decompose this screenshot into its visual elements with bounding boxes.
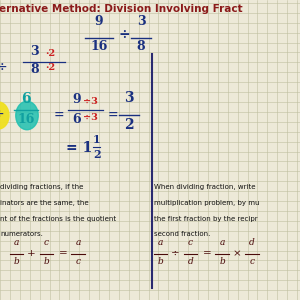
Text: numerators.: numerators. bbox=[0, 231, 43, 237]
Text: the first fraction by the recipr: the first fraction by the recipr bbox=[154, 216, 258, 222]
Text: ×: × bbox=[232, 249, 242, 258]
Text: b: b bbox=[44, 257, 50, 266]
Text: ÷: ÷ bbox=[0, 61, 8, 74]
Text: 16: 16 bbox=[90, 40, 108, 53]
Text: 8: 8 bbox=[30, 63, 39, 76]
Text: dividing fractions, if the: dividing fractions, if the bbox=[0, 184, 83, 190]
Text: 9: 9 bbox=[95, 15, 103, 28]
Text: d: d bbox=[188, 257, 194, 266]
Text: 16: 16 bbox=[18, 113, 35, 126]
Text: = 1: = 1 bbox=[66, 142, 93, 155]
Text: c: c bbox=[44, 238, 49, 247]
Text: 3: 3 bbox=[30, 45, 39, 58]
Text: a: a bbox=[158, 238, 163, 247]
Text: ·2: ·2 bbox=[45, 49, 55, 58]
Text: b: b bbox=[219, 257, 225, 266]
Text: d: d bbox=[249, 238, 255, 247]
Text: ÷3: ÷3 bbox=[83, 113, 98, 122]
Text: =: = bbox=[58, 249, 68, 258]
Text: 3: 3 bbox=[124, 91, 134, 105]
Ellipse shape bbox=[0, 102, 9, 129]
Text: +: + bbox=[27, 249, 36, 258]
Text: ÷: ÷ bbox=[119, 28, 130, 41]
Text: =: = bbox=[53, 108, 64, 122]
Text: 6: 6 bbox=[72, 113, 81, 126]
Text: c: c bbox=[188, 238, 193, 247]
Text: inators are the same, the: inators are the same, the bbox=[0, 200, 88, 206]
Text: =: = bbox=[202, 249, 211, 258]
Text: nt of the fractions is the quotient: nt of the fractions is the quotient bbox=[0, 216, 116, 222]
Text: c: c bbox=[250, 257, 254, 266]
Text: a: a bbox=[219, 238, 225, 247]
Text: b: b bbox=[14, 257, 20, 266]
Text: 3: 3 bbox=[137, 15, 145, 28]
Text: multiplication problem, by mu: multiplication problem, by mu bbox=[154, 200, 260, 206]
Text: ÷: ÷ bbox=[0, 108, 4, 122]
Text: 8: 8 bbox=[137, 40, 145, 53]
Text: 6: 6 bbox=[22, 92, 31, 106]
Text: =: = bbox=[107, 108, 118, 122]
Ellipse shape bbox=[16, 101, 38, 130]
Text: a: a bbox=[14, 238, 19, 247]
Text: ternative Method: Division Involving Fract: ternative Method: Division Involving Fra… bbox=[0, 4, 243, 14]
Text: 9: 9 bbox=[72, 93, 81, 106]
Text: a: a bbox=[75, 238, 81, 247]
Text: ÷: ÷ bbox=[171, 249, 180, 258]
Text: ·2: ·2 bbox=[45, 63, 55, 72]
Text: When dividing fraction, write: When dividing fraction, write bbox=[154, 184, 256, 190]
Text: 2: 2 bbox=[124, 118, 134, 132]
Text: 2: 2 bbox=[93, 148, 101, 160]
Text: c: c bbox=[76, 257, 80, 266]
Text: ÷3: ÷3 bbox=[83, 97, 98, 106]
Text: second fraction.: second fraction. bbox=[154, 231, 211, 237]
Text: b: b bbox=[158, 257, 164, 266]
Text: 1: 1 bbox=[93, 134, 101, 145]
